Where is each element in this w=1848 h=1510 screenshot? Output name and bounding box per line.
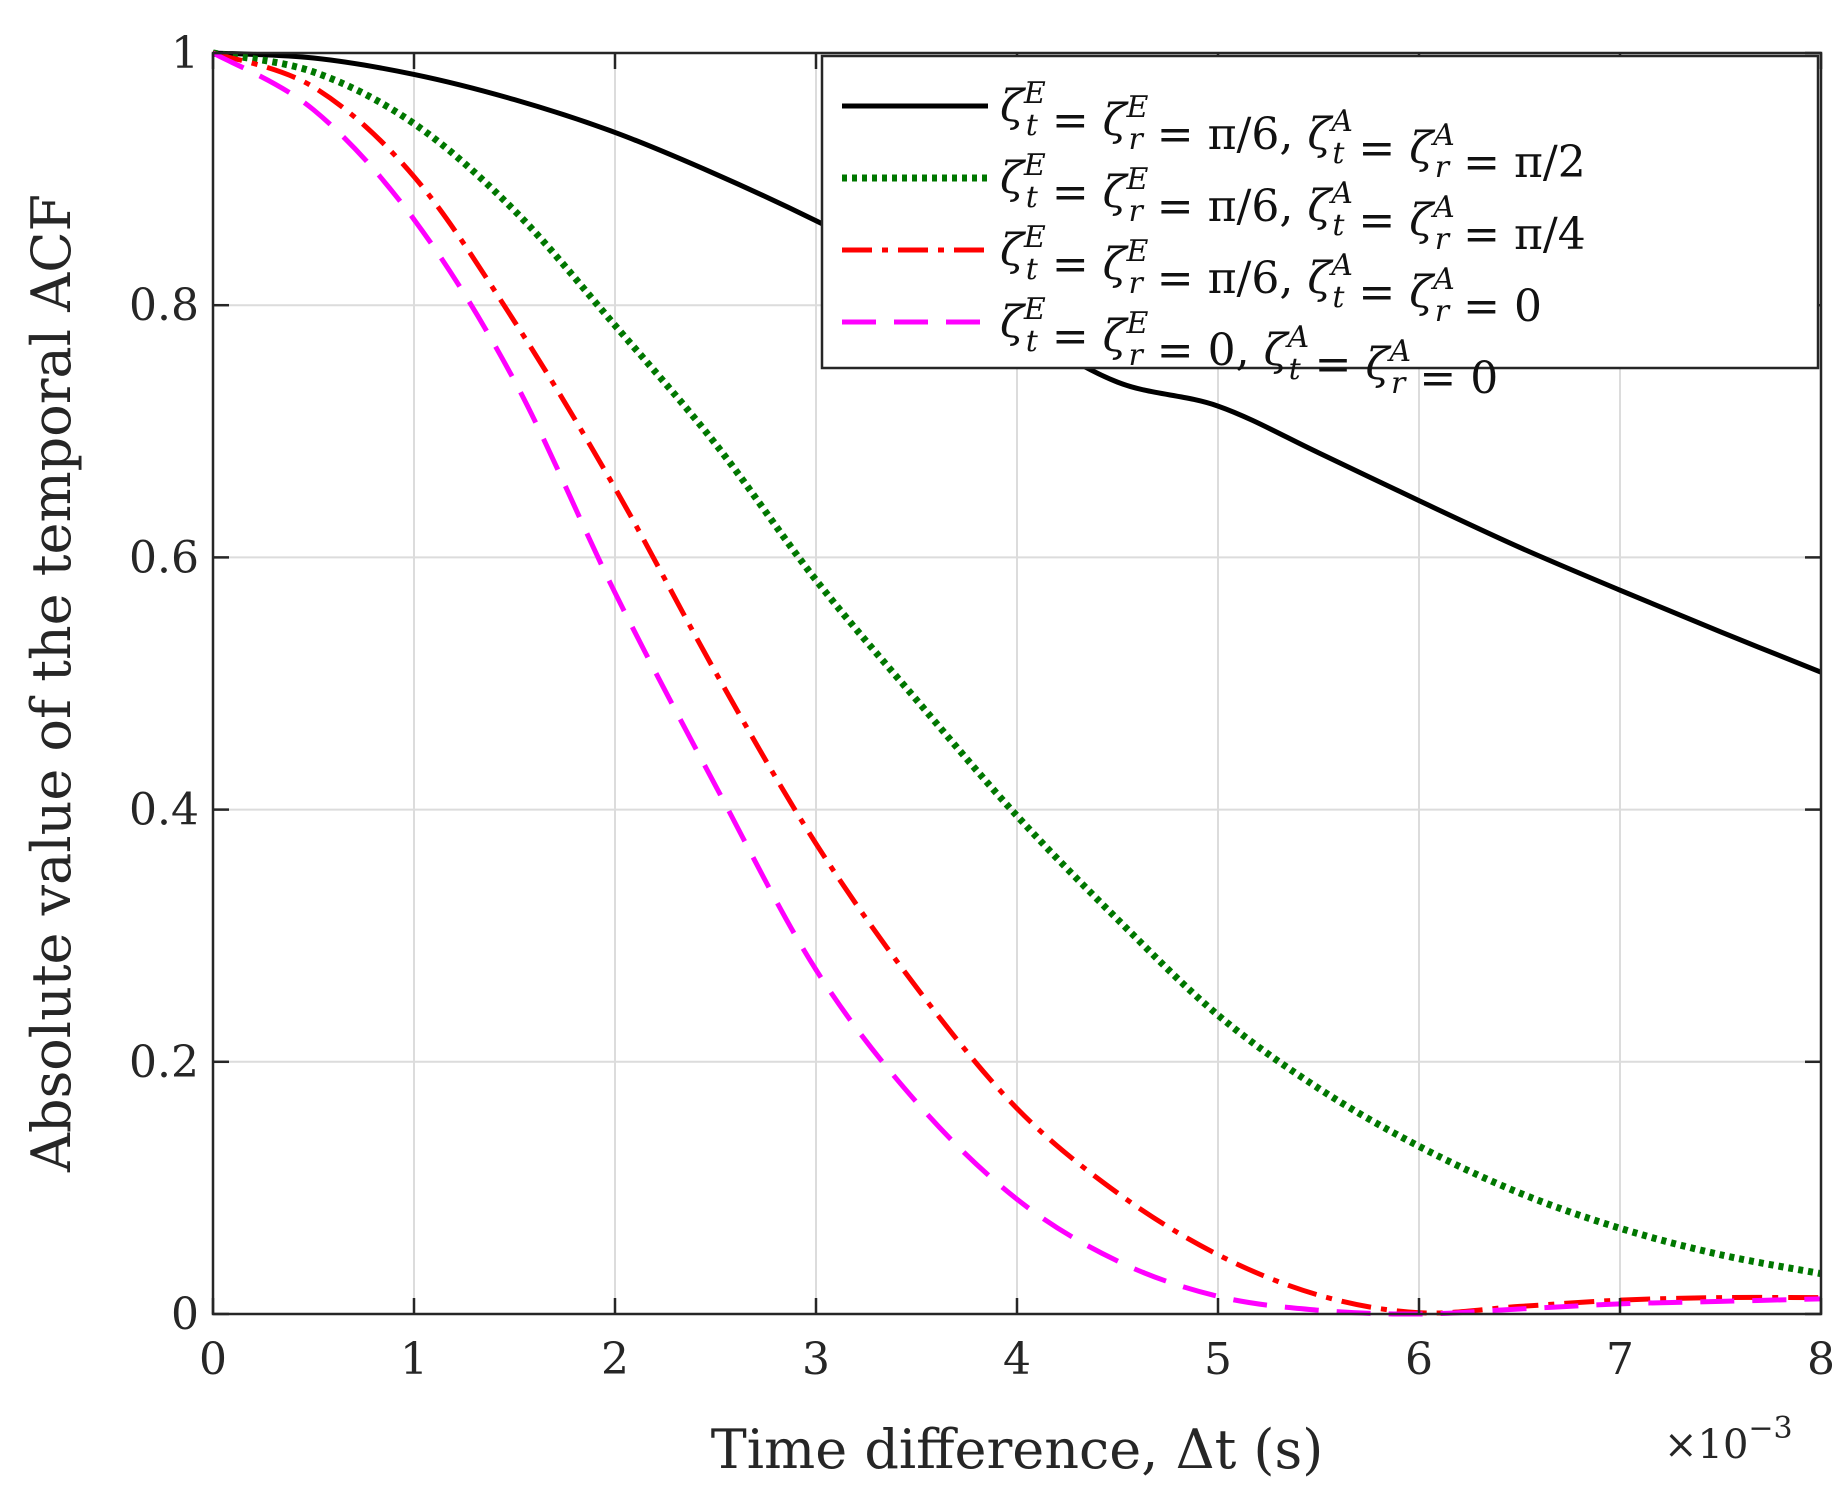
y-tick-labels: 0 0.2 0.4 0.6 0.8 1 [129,28,199,1340]
legend-text-part: r [1435,150,1451,185]
legend-text-part: ζ [1000,297,1027,348]
legend-text-part: = [1344,267,1409,318]
legend-text-part: r [1435,222,1451,257]
legend-text-part: E [1023,220,1046,255]
legend-text-part: t [1332,208,1345,243]
legend-text-part: A [1328,248,1352,283]
y-tick-label: 0 [171,1289,199,1340]
x-axis-label: Time difference, Δt (s) [711,1418,1324,1481]
y-tick-label: 1 [171,28,199,79]
legend-text-part: E [1023,292,1046,327]
legend-text-part: ζ [1409,267,1436,318]
legend-text-part: r [1128,194,1144,229]
legend-text-part: ζ [1000,225,1027,276]
legend-text-part: = 0, [1143,325,1264,376]
legend-text-part: E [1126,306,1149,341]
legend-text-part: A [1430,190,1455,225]
legend-text-part: ζ [1307,181,1334,232]
legend-text-part: = π/6, [1143,181,1308,232]
legend-label-2: ζE t = ζE r = π/6, ζA t = ζA r = π/4 [1000,148,1586,260]
legend-text-part: t [1026,108,1039,143]
legend-text-part: E [1126,90,1149,125]
legend-text-part: = [1344,195,1409,246]
legend-label-3: ζE t = ζE r = π/6, ζA t = ζA r = 0 [1000,220,1542,332]
legend-text-part: = 0 [1449,281,1542,332]
legend-text-part: r [1128,266,1144,301]
legend-text-part: ζ [1103,167,1130,218]
x-tick-label: 3 [802,1334,830,1385]
legend-text-part: ζ [1366,339,1393,390]
x-tick-label: 6 [1405,1334,1433,1385]
x-tick-label: 5 [1204,1334,1232,1385]
x-exponent-label: ×10−3 [1664,1411,1793,1468]
legend-text-part: ζ [1264,325,1291,376]
legend-text-part: = [1038,239,1103,290]
legend-text-part: = 0 [1405,353,1498,404]
x-tick-label: 4 [1003,1334,1031,1385]
x-tick-labels: 0 1 2 3 4 5 6 7 8 [199,1334,1835,1385]
x-exponent-base: ×10 [1664,1422,1748,1468]
legend-text-part: ζ [1000,153,1027,204]
legend-text-part: = [1038,311,1103,362]
x-exponent-power: −3 [1748,1411,1792,1446]
legend: ζE t = ζE r = π/6, ζA t = ζA r = π/2ζE t = ζE… [820,54,1820,404]
y-tick-label: 0.2 [129,1037,199,1088]
legend-text-part: t [1332,280,1345,315]
legend-text-part: = [1301,339,1366,390]
legend-text-part: ζ [1409,195,1436,246]
legend-text-part: ζ [1103,311,1130,362]
legend-text-part: = [1038,95,1103,146]
legend-text-part: E [1126,234,1149,269]
legend-text-part: A [1430,118,1455,153]
legend-text-part: E [1126,162,1149,197]
legend-text-part: ζ [1103,239,1130,290]
legend-text-part: ζ [1103,95,1130,146]
legend-label-1: ζE t = ζE r = π/6, ζA t = ζA r = π/2 [1000,76,1586,188]
y-tick-label: 0.6 [129,532,199,583]
legend-text-part: ζ [1307,109,1334,160]
legend-text-part: ζ [1409,123,1436,174]
legend-text-part: t [1026,324,1039,359]
x-tick-label: 0 [199,1334,227,1385]
legend-text-part: A [1284,320,1308,355]
x-tick-label: 7 [1606,1334,1634,1385]
series-line-2 [212,49,1822,1278]
legend-text-part: = π/6, [1143,109,1308,160]
legend-text-part: A [1386,334,1411,369]
legend-text-part: t [1026,180,1039,215]
legend-text-part: ζ [1000,81,1027,132]
legend-text-part: t [1026,252,1039,287]
legend-text-part: t [1332,136,1345,171]
legend-text-part: A [1328,176,1352,211]
x-tick-label: 8 [1807,1334,1835,1385]
series-line-4 [211,50,1822,1317]
x-tick-label: 1 [400,1334,428,1385]
x-tick-label: 2 [601,1334,629,1385]
legend-text-part: E [1023,148,1046,183]
legend-text-part: r [1128,122,1144,157]
y-tick-label: 0.4 [129,785,199,836]
legend-text-part: A [1430,262,1455,297]
legend-text-part: = π/4 [1449,209,1586,260]
legend-text-part: = π/2 [1449,137,1586,188]
legend-text-part: = [1344,123,1409,174]
legend-text-part: t [1289,352,1302,387]
legend-text-part: ζ [1307,253,1334,304]
legend-text-part: r [1128,338,1144,373]
legend-text-part: r [1391,366,1407,401]
legend-label-4: ζE t = ζE r = 0, ζA t = ζA r = 0 [1000,292,1498,404]
y-tick-label: 0.8 [129,280,199,331]
legend-text-part: E [1023,76,1046,111]
legend-text-part: = π/6, [1143,253,1308,304]
legend-text-part: = [1038,167,1103,218]
legend-text-part: r [1435,294,1451,329]
y-axis-label: Absolute value of the temporal ACF [20,194,83,1173]
legend-text-part: A [1328,104,1352,139]
series-line-3 [212,50,1822,1316]
